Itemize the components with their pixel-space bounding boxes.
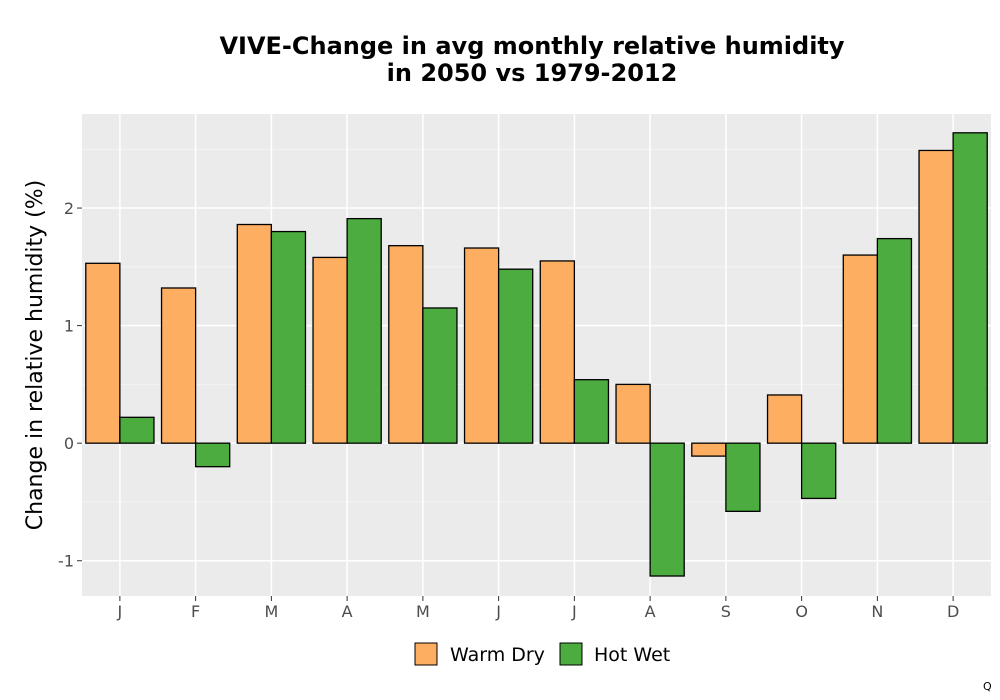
legend-key-hot-wet — [559, 642, 583, 666]
legend-label-warm-dry: Warm Dry — [450, 644, 545, 666]
bar-hot-wet — [194, 442, 231, 468]
x-tick-label: A — [645, 602, 656, 621]
bar-warm-dry — [615, 383, 651, 444]
bar-warm-dry — [312, 256, 348, 444]
bar-hot-wet — [876, 237, 913, 444]
bar-warm-dry — [85, 262, 121, 444]
bars — [85, 132, 988, 577]
corner-mark: Q — [983, 680, 992, 693]
x-tick-label: F — [191, 602, 200, 621]
y-axis-label: Change in relative humidity (%) — [23, 180, 48, 530]
bar-warm-dry — [160, 287, 197, 444]
x-tick-label: A — [342, 602, 353, 621]
bar-hot-wet — [119, 416, 155, 444]
x-tick-label: O — [795, 602, 808, 621]
legend-label-hot-wet: Hot Wet — [594, 644, 670, 666]
legend-key-warm-dry — [414, 642, 438, 666]
bar-hot-wet — [952, 132, 988, 444]
bar-warm-dry — [463, 247, 500, 444]
bar-warm-dry — [842, 254, 879, 444]
bar-hot-wet — [422, 307, 458, 444]
x-tick-label: D — [947, 602, 959, 621]
y-tick-label: 2 — [64, 199, 74, 218]
x-tick-label: M — [264, 602, 278, 621]
bar-hot-wet — [649, 442, 685, 577]
chart-title-line1: VIVE-Change in avg monthly relative humi… — [219, 32, 844, 60]
chart-title-line2: in 2050 vs 1979-2012 — [387, 59, 678, 87]
x-tick-label: N — [871, 602, 883, 621]
y-tick-label: 1 — [64, 317, 74, 336]
x-tick-label: M — [416, 602, 430, 621]
bar-warm-dry — [918, 149, 954, 444]
bar-warm-dry — [236, 223, 273, 444]
bar-hot-wet — [573, 379, 610, 444]
x-tick-label: J — [571, 602, 577, 621]
bar-hot-wet — [725, 442, 761, 513]
plot-panel — [82, 114, 991, 596]
bar-warm-dry — [388, 245, 424, 444]
bar-hot-wet — [346, 217, 382, 444]
y-tick-label: -1 — [58, 552, 74, 571]
x-tick-label: S — [721, 602, 731, 621]
bar-hot-wet — [270, 230, 307, 444]
axes: -1 0 1 2 J F M A M J J A S O N D — [58, 199, 959, 621]
bar-warm-dry — [766, 394, 803, 444]
x-tick-label: J — [117, 602, 123, 621]
legend: Warm Dry Hot Wet — [414, 642, 670, 666]
x-tick-label: J — [495, 602, 501, 621]
bar-warm-dry — [539, 260, 576, 444]
y-tick-label: 0 — [64, 434, 74, 453]
bar-warm-dry — [691, 442, 727, 457]
bar-hot-wet — [800, 442, 837, 500]
bar-hot-wet — [497, 268, 534, 444]
